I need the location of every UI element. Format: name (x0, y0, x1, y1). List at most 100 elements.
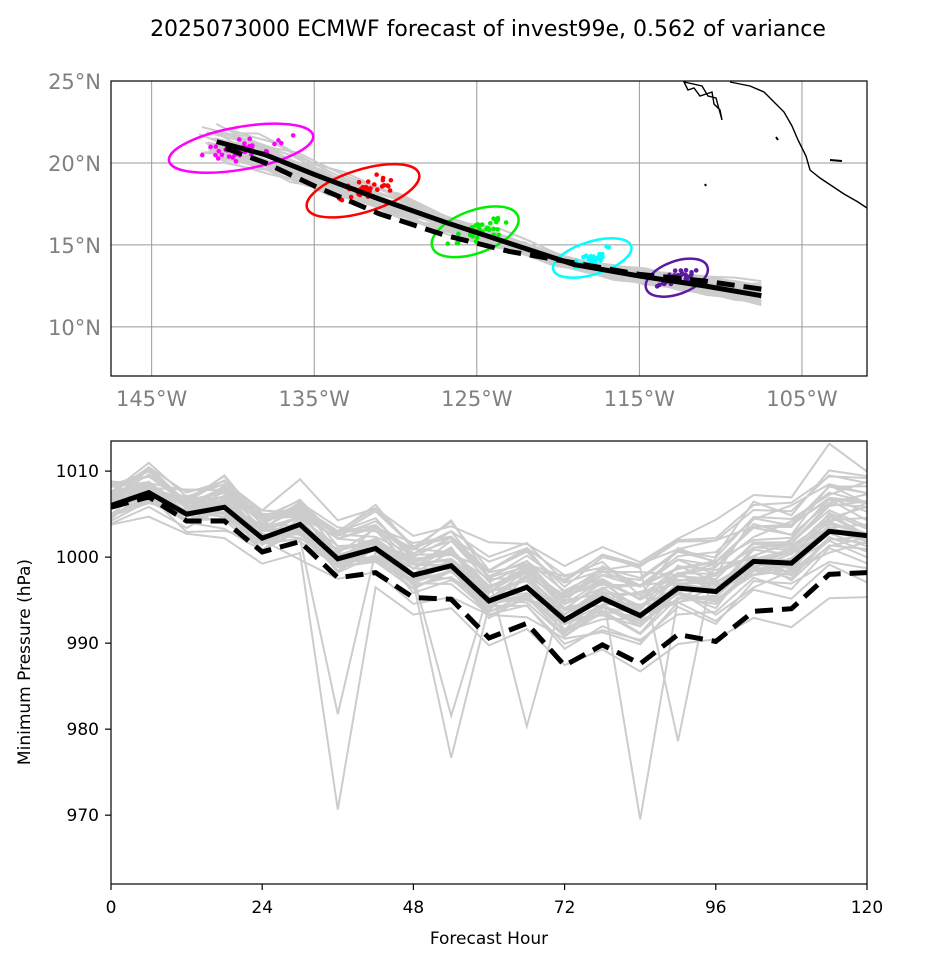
ensemble-position-dot (219, 152, 225, 158)
ensemble-position-dot (503, 220, 509, 225)
ensemble-position-dot (216, 148, 222, 154)
uncertainty-ellipse (551, 237, 633, 279)
uncertainty-ellipses (167, 122, 710, 298)
ensemble-pressure-line (111, 465, 867, 584)
ensemble-position-dot (488, 220, 493, 226)
y-axis-label: Minimum Pressure (hPa) (15, 559, 35, 765)
pressure-panel: 0 24 48 72 96 120 970 980 990 1000 1010 Forecast H… (15, 440, 883, 949)
ensemble-position-dot (387, 188, 393, 193)
map-y-tick-label: 10°N (48, 316, 101, 340)
ensemble-position-dot (247, 136, 253, 142)
ensemble-position-dot (213, 144, 219, 149)
map-y-tick-label: 25°N (48, 70, 101, 94)
ensemble-position-dot (479, 222, 485, 227)
ensemble-pressure-lines (111, 442, 867, 820)
ensemble-position-dot (455, 241, 461, 246)
ensemble-position-dot (272, 141, 277, 147)
y-tick-label: 980 (67, 720, 99, 740)
ensemble-position-dot (672, 268, 678, 273)
ensemble-position-dot (485, 225, 490, 231)
ensemble-position-dot (445, 241, 451, 247)
y-tick-label: 990 (67, 634, 99, 654)
ensemble-position-dot (226, 154, 232, 159)
ensemble-position-dot (495, 217, 501, 223)
ensemble-position-dot (474, 235, 480, 240)
y-tick-label: 970 (67, 806, 99, 826)
map-x-tick-label: 145°W (116, 387, 188, 411)
ensemble-position-dot (386, 183, 391, 189)
x-tick-label: 96 (705, 898, 727, 918)
ensemble-position-dot (348, 194, 354, 200)
ensemble-position-dot (693, 268, 699, 273)
ensemble-pressure-line (111, 515, 867, 810)
deterministic-pressure-line (111, 494, 867, 669)
ensemble-pressure-line (111, 482, 867, 600)
ensemble-position-dot (491, 226, 496, 232)
ensemble-pressure-line (111, 480, 867, 601)
ensemble-position-dot (381, 182, 387, 188)
ensemble-position-dot (233, 158, 239, 164)
ensemble-position-dot (589, 257, 595, 262)
ensemble-position-dot (374, 172, 379, 177)
ensemble-position-dot (199, 152, 205, 158)
ensemble-position-dot (236, 137, 242, 142)
map-y-tick-label: 20°N (48, 152, 101, 176)
ensemble-position-dot (473, 239, 479, 244)
map-x-tick-label: 125°W (441, 387, 513, 411)
x-axis-label: Forecast Hour (430, 929, 548, 949)
ensemble-position-dot (473, 222, 479, 228)
ensemble-position-dot (356, 179, 362, 185)
map-tick-labels: 145°W 135°W 125°W 115°W 105°W 10°N 15°N 20°N 25°… (48, 70, 838, 411)
ensemble-position-dot (215, 156, 221, 161)
ensemble-position-dot (208, 144, 213, 150)
ensemble-position-dot (279, 140, 284, 146)
x-tick-label: 120 (851, 898, 883, 918)
uncertainty-ellipse (305, 162, 421, 219)
map-y-tick-label: 15°N (48, 234, 101, 258)
ensemble-position-dot (495, 227, 500, 232)
ensemble-position-dot (388, 177, 394, 183)
ensemble-position-dot (604, 244, 609, 249)
ensemble-position-dot (467, 232, 473, 238)
ensemble-mean-track (216, 139, 762, 299)
ensemble-position-dot (276, 138, 281, 143)
ensemble-position-dot (496, 232, 501, 238)
ensemble-position-dot (689, 269, 694, 275)
map-x-tick-label: 135°W (279, 387, 351, 411)
x-tick-label: 0 (106, 898, 117, 918)
ensemble-position-dot (491, 216, 496, 221)
ensemble-position-dot (230, 155, 236, 160)
map-panel: 145°W 135°W 125°W 115°W 105°W 10°N 15°N 20°N 25°… (48, 70, 868, 411)
uncertainty-ellipse (430, 205, 520, 259)
map-x-tick-label: 115°W (604, 387, 676, 411)
ensemble-position-dot (375, 187, 380, 193)
ensemble-position-dot (597, 251, 602, 257)
ensemble-position-dot (213, 152, 218, 158)
ensemble-position-dot (290, 133, 296, 138)
ensemble-mean-pressure-line (111, 489, 867, 623)
coastline (682, 81, 867, 209)
ensemble-pressure-line (111, 484, 867, 820)
ensemble-position-dot (456, 231, 461, 237)
pressure-tick-labels: 0 24 48 72 96 120 970 980 990 1000 1010 (56, 462, 883, 918)
map-frame (110, 80, 868, 377)
ensemble-position-dot (597, 255, 603, 261)
ensemble-position-dot (683, 273, 689, 278)
ensemble-position-dot (365, 179, 371, 184)
deterministic-track (215, 142, 762, 292)
y-tick-label: 1000 (56, 548, 99, 568)
ensemble-position-dot (654, 284, 660, 289)
ensemble-position-dot (678, 268, 684, 273)
map-x-tick-label: 105°W (766, 387, 838, 411)
pressure-frame (110, 440, 868, 885)
ensemble-pressure-line (111, 469, 867, 742)
ensemble-track (214, 131, 762, 299)
x-tick-label: 48 (403, 898, 425, 918)
uncertainty-ellipse (167, 122, 315, 174)
ensemble-position-dot (581, 254, 586, 260)
ensemble-position-dot (683, 267, 689, 273)
ensemble-position-dot (573, 258, 579, 264)
uncertainty-ellipse (644, 257, 710, 298)
ensemble-position-dot (242, 141, 247, 146)
ensemble-position-dot (661, 281, 667, 287)
